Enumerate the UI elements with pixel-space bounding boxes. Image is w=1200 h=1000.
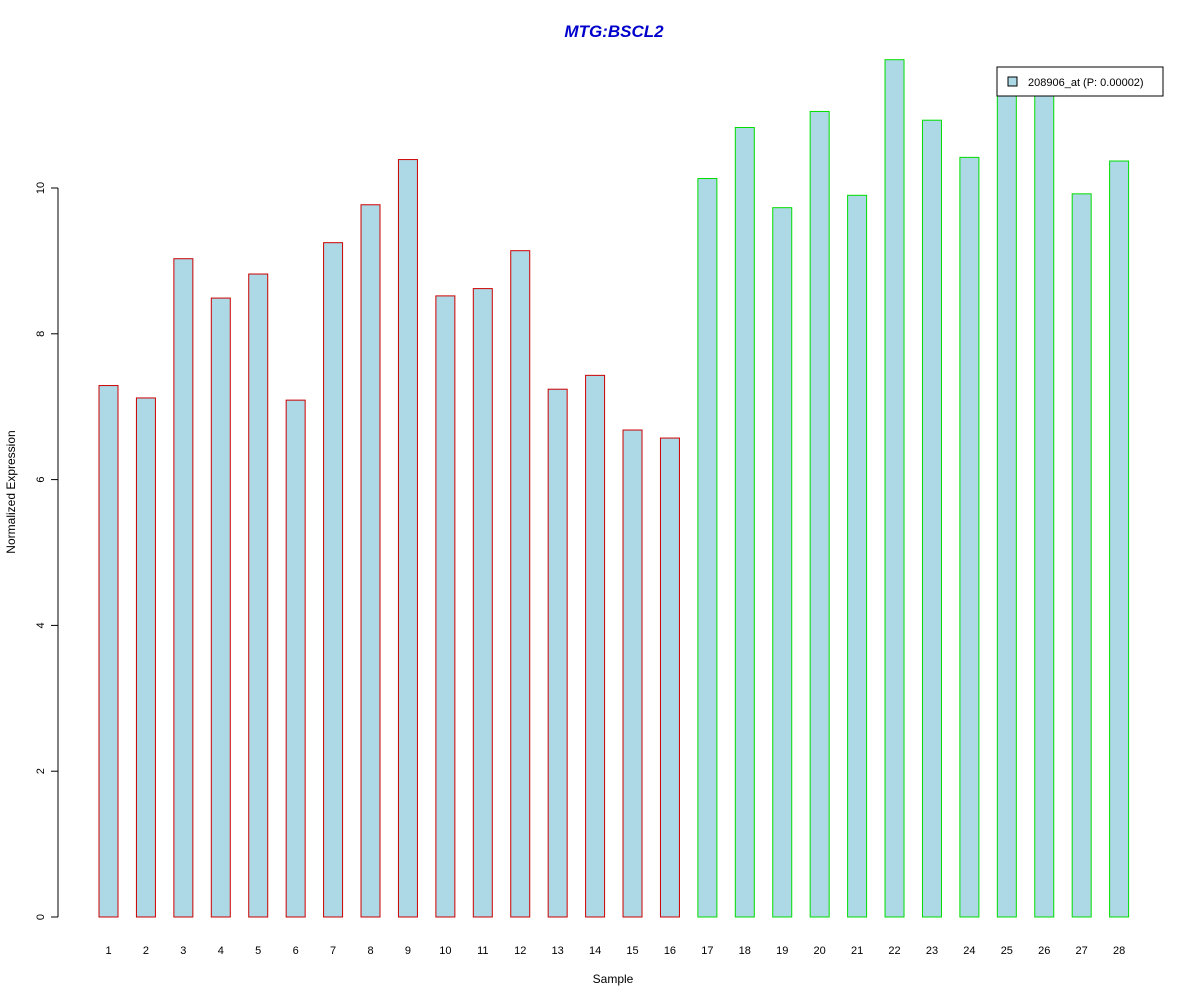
x-tick-label: 10 bbox=[439, 945, 451, 957]
bar-sample-15 bbox=[622, 429, 643, 918]
y-tick-label: 2 bbox=[35, 768, 47, 774]
legend: 208906_at (P: 0.00002) bbox=[996, 66, 1164, 97]
x-axis-label: Sample bbox=[593, 972, 634, 986]
x-tick-label: 17 bbox=[701, 945, 713, 957]
bars bbox=[98, 59, 1130, 918]
y-tick-label: 4 bbox=[35, 622, 47, 628]
bar-sample-13 bbox=[547, 388, 568, 918]
x-tick-label: 12 bbox=[514, 945, 526, 957]
x-tick-label: 5 bbox=[255, 945, 261, 957]
x-tick-label: 6 bbox=[293, 945, 299, 957]
bar-sample-19 bbox=[772, 207, 793, 918]
y-axis: 0 2 4 6 8 10 bbox=[35, 182, 59, 920]
x-tick-label: 23 bbox=[926, 945, 938, 957]
x-tick-label: 18 bbox=[739, 945, 751, 957]
bar-sample-27 bbox=[1071, 193, 1092, 918]
bar-sample-16 bbox=[659, 437, 680, 918]
bar-sample-7 bbox=[323, 242, 344, 918]
bar-sample-25 bbox=[996, 92, 1017, 918]
bar-sample-11 bbox=[472, 288, 493, 918]
x-tick-label: 7 bbox=[330, 945, 336, 957]
x-tick-label: 14 bbox=[589, 945, 601, 957]
x-tick-label: 3 bbox=[180, 945, 186, 957]
bar-sample-3 bbox=[173, 258, 194, 918]
bar-sample-18 bbox=[734, 126, 755, 918]
bar-sample-4 bbox=[210, 297, 231, 918]
bar-sample-17 bbox=[697, 178, 718, 918]
y-tick-label: 0 bbox=[35, 914, 47, 920]
x-tick-label: 22 bbox=[888, 945, 900, 957]
x-tick-label: 20 bbox=[814, 945, 826, 957]
x-tick-label: 4 bbox=[218, 945, 224, 957]
x-tick-label: 11 bbox=[477, 945, 488, 957]
bar-sample-10 bbox=[435, 295, 456, 918]
y-tick-label: 10 bbox=[35, 182, 47, 194]
x-tick-label: 24 bbox=[963, 945, 975, 957]
chart-title: MTG:BSCL2 bbox=[564, 22, 664, 41]
y-tick-label: 8 bbox=[35, 331, 47, 337]
bar-sample-22 bbox=[884, 59, 905, 918]
bar-sample-14 bbox=[585, 374, 606, 918]
x-tick-label: 16 bbox=[664, 945, 676, 957]
x-tick-label: 27 bbox=[1076, 945, 1088, 957]
bar-sample-8 bbox=[360, 204, 381, 918]
x-tick-labels: 1 2 3 4 5 6 7 8 9 10 11 12 13 14 15 16 17 18 19 20 21 22 23 24 2… bbox=[105, 945, 1125, 957]
bar-sample-23 bbox=[921, 119, 942, 918]
bar-sample-9 bbox=[397, 159, 418, 918]
bar-sample-6 bbox=[285, 399, 306, 918]
x-tick-label: 19 bbox=[776, 945, 788, 957]
x-tick-label: 21 bbox=[851, 945, 863, 957]
bar-sample-12 bbox=[510, 250, 531, 918]
y-axis-label: Normalized Expression bbox=[4, 430, 18, 553]
x-tick-label: 1 bbox=[105, 945, 111, 957]
x-tick-label: 26 bbox=[1038, 945, 1050, 957]
bar-sample-21 bbox=[847, 194, 868, 918]
x-tick-label: 15 bbox=[626, 945, 638, 957]
x-tick-label: 8 bbox=[367, 945, 373, 957]
y-tick-label: 6 bbox=[35, 477, 47, 483]
x-tick-label: 13 bbox=[552, 945, 564, 957]
bar-sample-5 bbox=[248, 273, 269, 918]
x-tick-label: 28 bbox=[1113, 945, 1125, 957]
x-tick-label: 9 bbox=[405, 945, 411, 957]
legend-box bbox=[996, 66, 1164, 97]
bar-sample-24 bbox=[959, 156, 980, 918]
bar-sample-1 bbox=[98, 385, 119, 918]
bar-sample-28 bbox=[1109, 160, 1130, 918]
legend-swatch bbox=[1007, 76, 1018, 87]
bar-sample-26 bbox=[1034, 92, 1055, 918]
x-tick-label: 2 bbox=[143, 945, 149, 957]
legend-label: 208906_at (P: 0.00002) bbox=[1028, 77, 1144, 89]
bar-sample-20 bbox=[809, 110, 830, 918]
bar-sample-2 bbox=[135, 397, 156, 918]
x-tick-label: 25 bbox=[1001, 945, 1013, 957]
